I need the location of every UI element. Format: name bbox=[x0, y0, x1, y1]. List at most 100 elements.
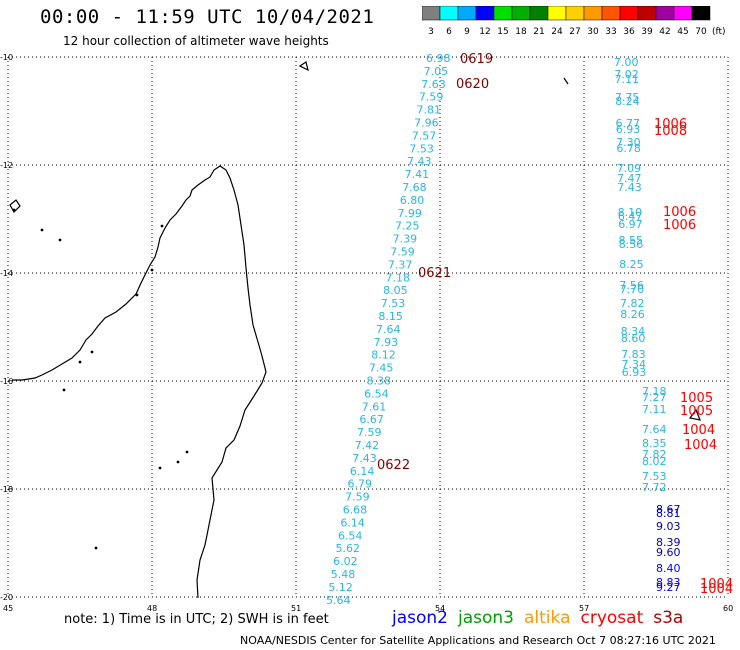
swh-value-track-b: 6.78 bbox=[616, 142, 641, 155]
swh-value-track-b: 8.02 bbox=[642, 455, 667, 468]
swh-value-track-b: 7.09 bbox=[617, 162, 642, 175]
swh-value-track-b: 7.75 bbox=[615, 91, 640, 104]
swh-value-track-b-south: 9.27 bbox=[656, 581, 681, 594]
scale-tick-label: 27 bbox=[569, 27, 580, 37]
swh-value-track-b: 7.82 bbox=[642, 448, 667, 461]
swh-value-track-b: 8.10 bbox=[618, 206, 643, 219]
swh-value-track-a: 7.53 bbox=[409, 142, 434, 155]
small-island bbox=[90, 350, 94, 354]
swh-value-track-a: 7.59 bbox=[390, 246, 415, 259]
longitude-label: 45 bbox=[3, 604, 13, 613]
swh-value-track-a: 7.39 bbox=[393, 233, 418, 246]
swh-value-track-b: 7.70 bbox=[620, 283, 645, 296]
swh-value-track-a: 7.18 bbox=[386, 271, 411, 284]
swh-value-track-b-south: 8.39 bbox=[656, 536, 681, 549]
swh-value-track-a: 7.99 bbox=[397, 207, 422, 220]
scale-tick-label: 21 bbox=[533, 27, 544, 37]
scale-tick-label: 70 bbox=[695, 27, 707, 37]
pass-time-label: 0621 bbox=[418, 266, 451, 281]
swh-value-track-a: 7.41 bbox=[405, 168, 430, 181]
swh-value-track-a: 7.45 bbox=[369, 362, 394, 375]
swh-value-track-a: 7.25 bbox=[395, 220, 420, 233]
longitude-label: 51 bbox=[291, 604, 301, 613]
swh-value-track-b: 6.47 bbox=[618, 210, 643, 223]
swh-value-track-b: 7.82 bbox=[620, 297, 645, 310]
swh-value-track-a: 8.15 bbox=[378, 310, 403, 323]
swh-value-track-b: 7.27 bbox=[642, 391, 667, 404]
latitude-label: -20 bbox=[0, 593, 13, 602]
swh-value-track-a: 7.59 bbox=[345, 491, 370, 504]
pass-time-label: 0622 bbox=[377, 458, 410, 473]
island-outline bbox=[9, 199, 21, 213]
pass-time-label-red: 1004 bbox=[700, 582, 733, 597]
small-island bbox=[185, 450, 189, 454]
swh-value-track-b: 7.56 bbox=[619, 279, 644, 292]
swh-value-track-b: 7.18 bbox=[642, 385, 667, 398]
legend-cryosat: cryosat bbox=[580, 608, 644, 628]
longitude-label: 60 bbox=[723, 604, 733, 613]
swh-value-track-b: 7.47 bbox=[617, 172, 642, 185]
swh-value-track-a: 8.12 bbox=[371, 349, 396, 362]
swh-value-track-b: 7.34 bbox=[622, 358, 647, 371]
small-island bbox=[176, 460, 180, 464]
scale-swatch bbox=[691, 6, 711, 21]
swh-value-track-a: 6.14 bbox=[340, 516, 365, 529]
swh-value-track-b: 8.55 bbox=[619, 234, 644, 247]
map-grid bbox=[7, 56, 729, 598]
swh-value-track-a: 7.57 bbox=[412, 129, 437, 142]
swh-value-track-b: 8.60 bbox=[621, 332, 646, 345]
swh-value-track-a: 8.38 bbox=[367, 375, 392, 388]
swh-value-track-b: 6.97 bbox=[618, 218, 643, 231]
swh-value-track-a: 6.80 bbox=[400, 194, 425, 207]
swh-value-track-a: 7.81 bbox=[416, 104, 441, 117]
swh-value-track-a: 6.14 bbox=[350, 465, 375, 478]
madagascar-coastline bbox=[12, 165, 267, 599]
pass-time-label-red: 1006 bbox=[654, 117, 687, 132]
swh-value-track-a: 5.62 bbox=[336, 542, 361, 555]
small-island bbox=[78, 360, 82, 364]
small-island bbox=[150, 268, 154, 272]
swh-value-track-b: 6.77 bbox=[616, 117, 641, 130]
legend-jason3: jason3 bbox=[458, 608, 514, 628]
swh-value-track-a: 7.43 bbox=[352, 452, 377, 465]
island-outline bbox=[563, 77, 569, 85]
pass-time-label: 0619 bbox=[460, 52, 493, 67]
pass-time-label-red: 1004 bbox=[700, 577, 733, 592]
scale-tick-label: 3 bbox=[428, 27, 434, 37]
swh-value-track-a: 7.42 bbox=[355, 439, 380, 452]
swh-value-track-b: 7.72 bbox=[642, 481, 667, 494]
swh-value-track-a: 6.79 bbox=[347, 478, 372, 491]
island-outline bbox=[688, 408, 701, 421]
pass-time-label: 0620 bbox=[456, 77, 489, 92]
swh-value-track-b-south: 8.67 bbox=[656, 503, 681, 516]
footer-credit: NOAA/NESDIS Center for Satellite Applica… bbox=[240, 634, 716, 647]
small-island bbox=[40, 228, 44, 232]
swh-value-track-a: 7.61 bbox=[362, 400, 387, 413]
swh-value-track-b: 8.34 bbox=[621, 325, 646, 338]
swh-value-track-b: 6.93 bbox=[622, 366, 647, 379]
swh-value-track-b: 7.00 bbox=[614, 56, 639, 69]
swh-value-track-b: 7.30 bbox=[616, 136, 641, 149]
pass-time-label-red: 1004 bbox=[684, 438, 717, 453]
small-island bbox=[158, 466, 162, 470]
swh-value-track-a: 7.59 bbox=[419, 91, 444, 104]
scale-tick-label: 33 bbox=[605, 27, 616, 37]
swh-value-track-a: 6.54 bbox=[364, 387, 389, 400]
pass-time-label-red: 1008 bbox=[654, 124, 687, 139]
swh-value-track-b: 8.56 bbox=[619, 238, 644, 251]
swh-value-track-b-south: 8.40 bbox=[656, 562, 681, 575]
swh-value-track-a: 6.54 bbox=[338, 529, 363, 542]
small-island bbox=[58, 238, 62, 242]
latitude-label: -16 bbox=[0, 377, 13, 386]
scale-tick-label: 39 bbox=[641, 27, 653, 37]
swh-value-track-a: 6.98 bbox=[426, 52, 451, 65]
scale-tick-label: 12 bbox=[479, 27, 490, 37]
swh-value-track-b-south: 9.60 bbox=[656, 546, 681, 559]
scale-tick-label: 36 bbox=[623, 27, 635, 37]
satellite-legend: jason2 jason3 altika cryosat s3a bbox=[392, 608, 693, 628]
swh-value-track-b: 7.83 bbox=[621, 348, 646, 361]
swh-value-track-a: 7.63 bbox=[421, 78, 446, 91]
swh-value-track-a: 5.48 bbox=[331, 568, 356, 581]
swh-value-track-a: 8.05 bbox=[383, 284, 408, 297]
swh-value-track-b: 8.35 bbox=[642, 437, 667, 450]
